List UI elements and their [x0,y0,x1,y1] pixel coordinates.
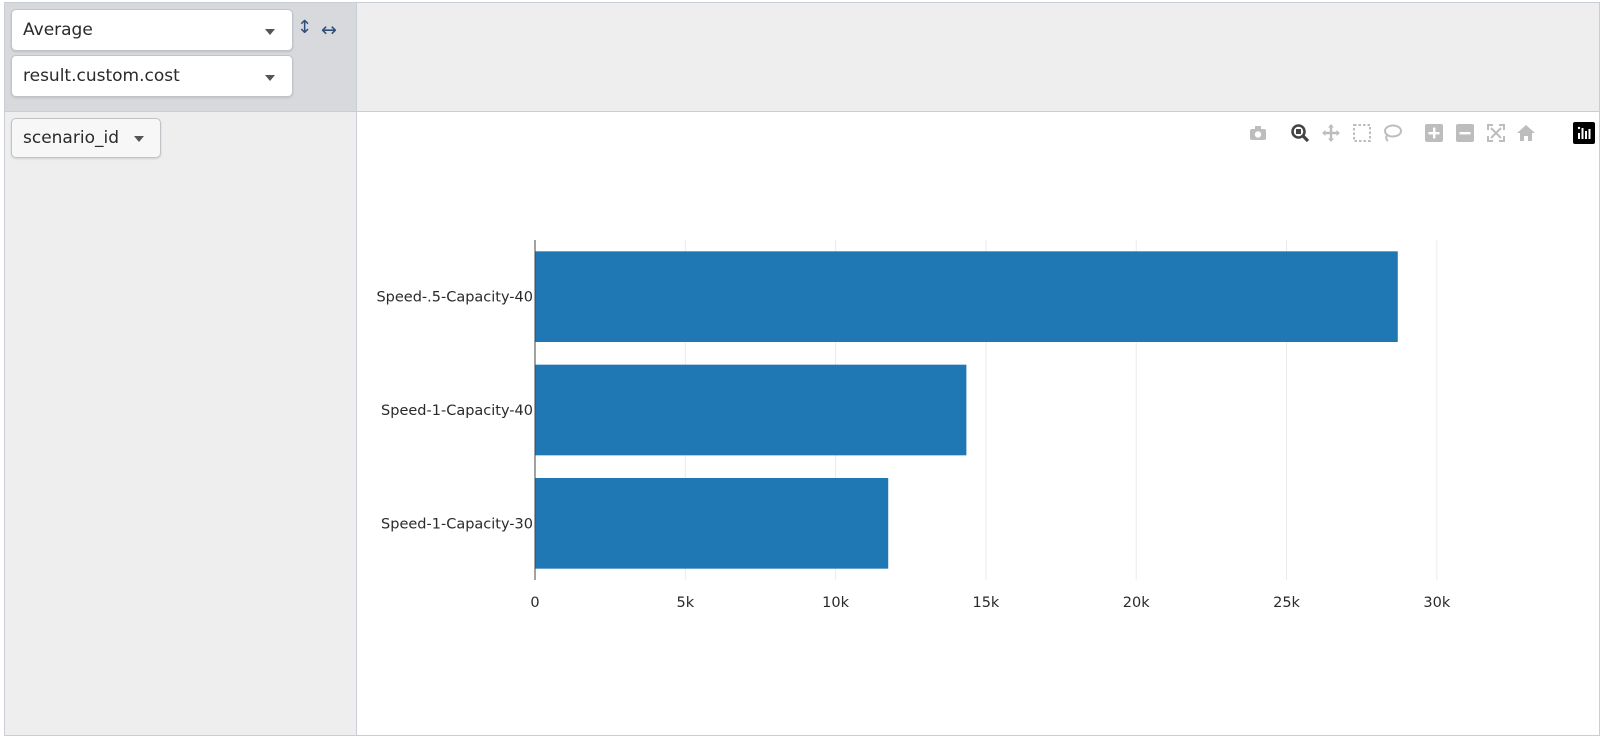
aggregator-label: Average [23,20,93,40]
reset-axes-icon[interactable] [1515,122,1537,144]
x-tick-label: 10k [822,595,849,611]
autoscale-icon[interactable] [1485,122,1507,144]
x-tick-label: 25k [1273,595,1300,611]
aggregator-dropdown[interactable]: Average [11,9,293,51]
zoom-icon[interactable] [1289,122,1311,144]
row-sort-toggle[interactable]: ↕ [297,17,313,38]
chevron-down-icon [265,29,275,35]
chevron-down-icon [134,136,144,142]
row-attribute-label: scenario_id [23,128,119,148]
pivot-table: Average ↕ ↔ result.custom.cost scenario_… [4,2,1600,736]
bar [535,478,889,569]
plotly-logo-icon[interactable] [1573,122,1595,144]
y-tick-label: Speed-1-Capacity-30 [381,516,533,532]
bar [535,251,1398,342]
chart-output: Speed-.5-Capacity-40 Speed-1-Capacity-40 S… [357,112,1599,735]
row-attribute-pill[interactable]: scenario_id [11,118,161,158]
x-tick-label: 20k [1123,595,1150,611]
x-tick-label: 5k [676,595,694,611]
box-select-icon[interactable] [1351,122,1373,144]
y-tick-label: Speed-1-Capacity-40 [381,403,533,419]
row-attributes-area[interactable]: scenario_id [5,112,357,735]
y-tick-label: Speed-.5-Capacity-40 [376,290,533,306]
aggregator-field-dropdown[interactable]: result.custom.cost [11,55,293,97]
bar [535,364,967,456]
aggregator-controls: Average ↕ ↔ result.custom.cost [5,3,357,112]
camera-icon[interactable] [1247,122,1269,144]
zoom-in-icon[interactable] [1423,122,1445,144]
pan-icon[interactable] [1320,122,1342,144]
lasso-select-icon[interactable] [1381,122,1403,144]
bar-chart: Speed-.5-Capacity-40 Speed-1-Capacity-40 S… [376,240,1451,611]
col-sort-toggle[interactable]: ↔ [321,19,337,41]
zoom-out-icon[interactable] [1454,122,1476,144]
x-tick-label: 0 [530,595,539,611]
x-tick-label: 15k [972,595,999,611]
column-attributes-area[interactable] [357,3,1599,112]
aggregator-field-label: result.custom.cost [23,66,180,86]
x-tick-label: 30k [1423,595,1450,611]
chevron-down-icon [265,75,275,81]
